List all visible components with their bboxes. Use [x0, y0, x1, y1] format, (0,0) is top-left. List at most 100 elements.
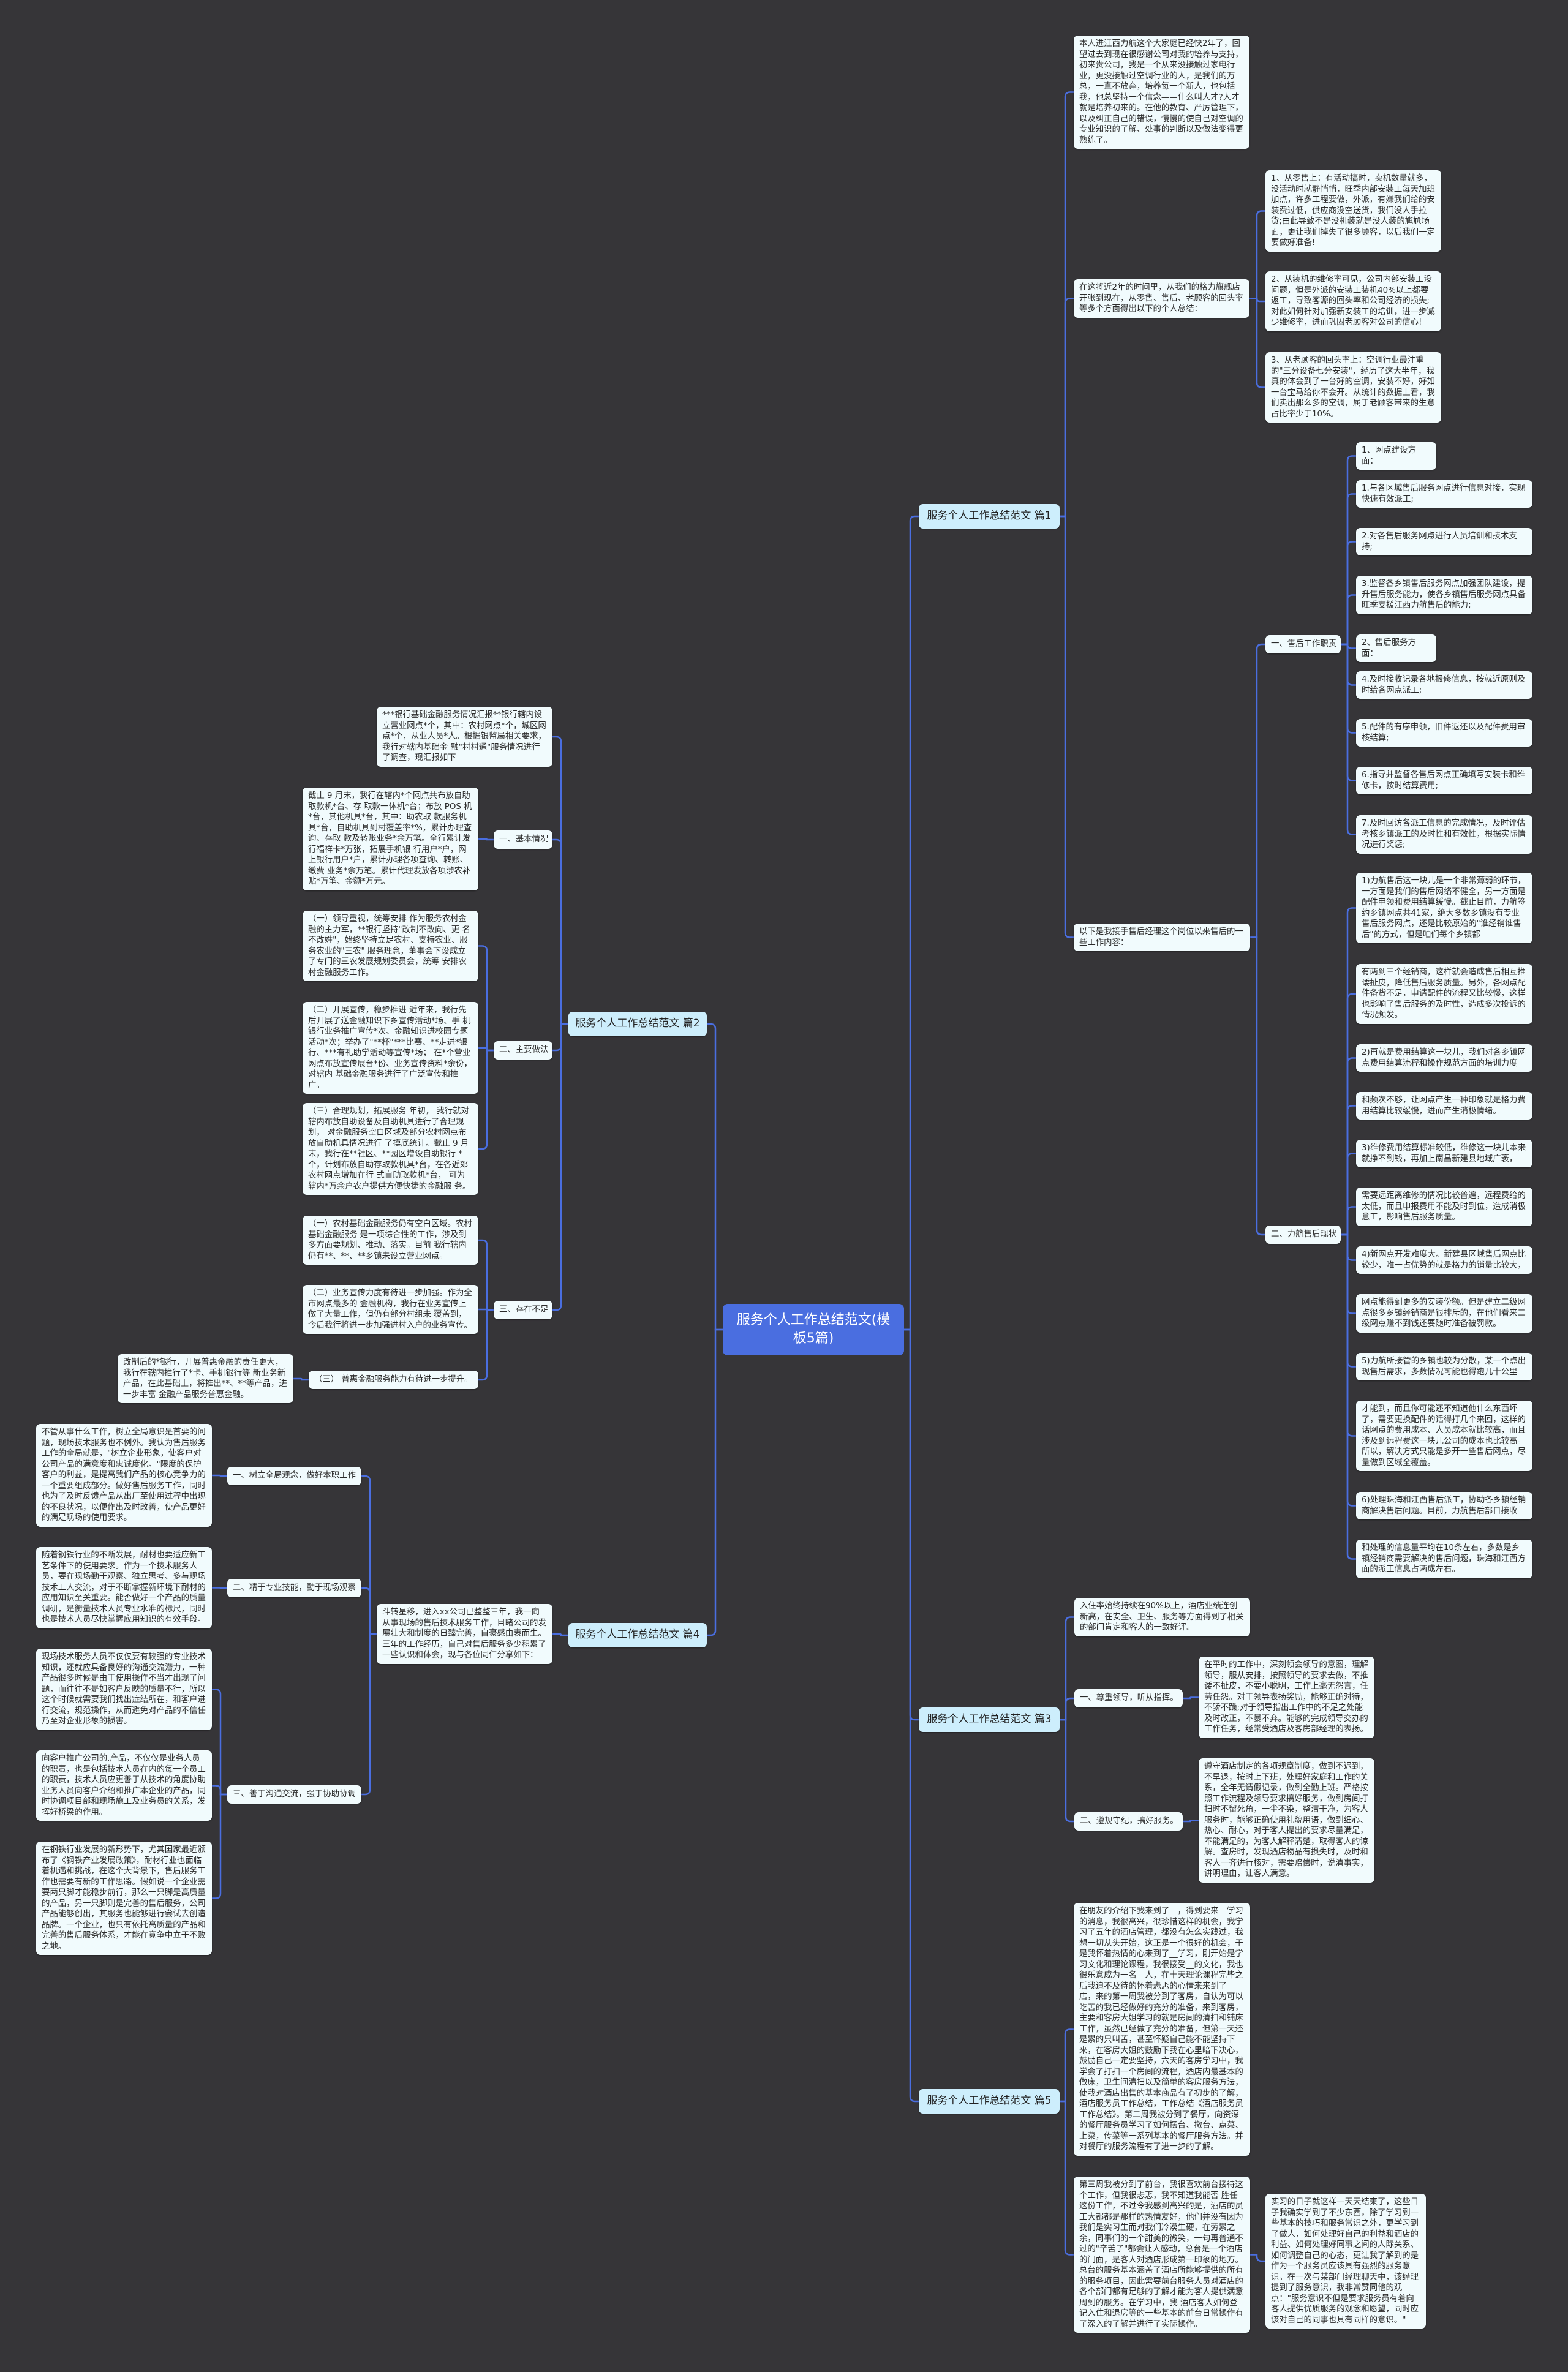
connector-line: [1060, 515, 1074, 938]
p2-basic-label[interactable]: 一、基本情况: [494, 830, 552, 849]
connector-line: [478, 945, 494, 1052]
p4-section3-label[interactable]: 三、善于沟通交流，强于协助协调: [227, 1785, 361, 1804]
connector-line: [212, 1689, 227, 1796]
p1-duty-item[interactable]: 6.指导并监督各售后网点正确填写安装卡和维修卡，按时结算费用;: [1356, 767, 1532, 794]
connector-line: [1060, 2028, 1074, 2103]
p3-section1-text[interactable]: 在平时的工作中，深刻领会领导的意图，理解领导，服从安排，按照领导的要求去做，不推…: [1199, 1657, 1374, 1738]
connector-line: [1060, 91, 1074, 518]
p2-shortage-item[interactable]: （二）业务宣传力度有待进一步加强。作为全市网点最多的 金融机构，我行在业务宣传上…: [303, 1285, 478, 1334]
p3-intro[interactable]: 入住率始终持续在90%以上，酒店业绩连创新高，在安全、卫生、服务等方面得到了相关…: [1074, 1598, 1250, 1636]
branch-p3[interactable]: 服务个人工作总结范文 篇3: [919, 1707, 1060, 1732]
p1-status-item[interactable]: 有两到三个经销商，这样就会造成售后相互推诿扯皮，降低售后服务质量。另外，各网点配…: [1356, 964, 1532, 1024]
p1-status-item[interactable]: 和处理的信息量平均在10条左右，多数是乡镇经销商需要解决的售后问题，珠海和江西方…: [1356, 1540, 1532, 1578]
p1-intro[interactable]: 本人进江西力航这个大家庭已经快2年了，回望过去到现在很感谢公司对我的培养与支持，…: [1074, 36, 1250, 149]
p2-practice-label[interactable]: 二、主要做法: [494, 1041, 552, 1060]
p3-section2-label[interactable]: 二、遵规守纪，搞好服务。: [1074, 1812, 1183, 1831]
p1-duty-item[interactable]: 1.与各区域售后服务网点进行信息对接，实现快速有效派工;: [1356, 480, 1532, 508]
connector-line: [212, 1785, 227, 1796]
p1-status-item[interactable]: 需要远距离维修的情况比较普遍，远程费给的太低，而且申报费用不能及时到位，造成消极…: [1356, 1188, 1532, 1226]
branch-p5[interactable]: 服务个人工作总结范文 篇5: [919, 2089, 1060, 2114]
p2-basic-text[interactable]: 截止 9 月末，我行在辖内*个网点共布放自助取款机*台、存 取款一体机*台；布放…: [303, 788, 478, 890]
connector-line: [1250, 2254, 1265, 2262]
connector-line: [478, 1309, 494, 1381]
p4-section1-label[interactable]: 一、树立全局观念，做好本职工作: [227, 1467, 361, 1485]
connector-line: [1341, 1233, 1356, 1261]
p1-summary-item[interactable]: 2、从装机的维修率可见，公司内部安装工没问题，但是外派的安装工装机40%以上都要…: [1265, 271, 1441, 331]
root-topic[interactable]: 服务个人工作总结范文(模板5篇): [723, 1304, 904, 1355]
p4-section3-item[interactable]: 现场技术服务人员不仅仅要有较强的专业技术知识，还就应具备良好的沟通交流潜力，一种…: [36, 1649, 212, 1730]
connector-line: [361, 1475, 377, 1635]
p1-status-item[interactable]: 3)维修费用结算标准较低，维修这一块儿本来就挣不到钱，再加上南昌新建县地域广袤，: [1356, 1140, 1532, 1167]
p4-intro[interactable]: 斗转星移，进入xx公司已整整三年，我一向从事现场的售后技术服务工作，目睹公司的发…: [377, 1604, 552, 1664]
p1-duty-item[interactable]: 7.及时回访各派工信息的完成情况，及时评估考核乡镇派工的及时性和有效性，根据实际…: [1356, 815, 1532, 854]
p1-duty-item[interactable]: 2.对各售后服务网点进行人员培训和技术支持;: [1356, 528, 1532, 555]
branch-p4[interactable]: 服务个人工作总结范文 篇4: [568, 1623, 707, 1647]
p1-status-item[interactable]: 和频次不够，让网点产生一种印象就是格力费用结算比较缓慢，进而产生消极情绪。: [1356, 1092, 1532, 1120]
p3-section1-label[interactable]: 一、尊重领导，听从指挥。: [1074, 1689, 1183, 1707]
connector-line: [1341, 643, 1356, 649]
p1-duty-item[interactable]: 5.配件的有序申领，旧件返还以及配件费用审核结算;: [1356, 719, 1532, 747]
connector-line: [478, 1239, 494, 1311]
connector-line: [552, 736, 568, 1025]
p1-status-item[interactable]: 才能到，而且你可能还不知道他什么东西坏了，需要更换配件的话得打几个来回，这样的话…: [1356, 1401, 1532, 1471]
p4-section3-item[interactable]: 向客户推广公司的.产品，不仅仅是业务人员的职责，也是包括技术人员在内的每一个员工…: [36, 1750, 212, 1821]
p1-status-item[interactable]: 4)新网点开发难度大。新建县区域售后网点比较少，唯一占优势的就是格力的销量比较大…: [1356, 1246, 1532, 1274]
connector-line: [361, 1587, 377, 1635]
p1-work-intro[interactable]: 以下是我接手售后经理这个岗位以来售后的一些工作内容：: [1074, 924, 1250, 951]
branch-p1[interactable]: 服务个人工作总结范文 篇1: [919, 504, 1060, 529]
p4-section2-text[interactable]: 随着钢铁行业的不断发展，耐材也要适应新工艺条件下的使用要求。作为一个技术服务人员…: [36, 1547, 212, 1628]
connector-line: [1060, 1697, 1074, 1721]
connector-line: [1341, 643, 1356, 734]
connector-line: [1341, 1233, 1356, 1314]
p2-practice-item[interactable]: （二）开展宣传，稳步推进 近年来，我行先后开展了送金融知识下乡宣传活动*场、手 …: [303, 1002, 478, 1094]
connector-line: [1060, 1616, 1074, 1721]
connector-line: [1341, 643, 1356, 781]
p1-summary-item[interactable]: 1、从零售上：有活动搞时，卖机数量就多，没活动时就静悄悄，旺季内部安装工每天加班…: [1265, 170, 1441, 252]
p1-status-item[interactable]: 2)再就是费用结算这一块儿，我们对各乡镇网点费用结算流程和操作规范方面的培训力度: [1356, 1044, 1532, 1072]
p1-duty-item[interactable]: 2、售后服务方面：: [1356, 634, 1436, 662]
connector-line: [1250, 643, 1265, 938]
connector-line: [1341, 1057, 1356, 1236]
p1-status-item[interactable]: 网点能得到更多的安装份额。但是建立二级网点很多乡镇经销商是很排斥的，在他们看来二…: [1356, 1294, 1532, 1333]
p1-status-label[interactable]: 二、力航售后现状: [1265, 1226, 1341, 1244]
p2-shortage-third-label[interactable]: （三） 普惠金融服务能力有待进一步提升。: [309, 1371, 478, 1389]
p5-item[interactable]: 在朋友的介绍下我来到了__，得到要来__学习的消息，我很高兴，很珍惜这样的机会，…: [1074, 1903, 1250, 2156]
connector-line: [1341, 594, 1356, 646]
p1-duty-item[interactable]: 4.及时接收记录各地报修信息，按就近原则及时给各网点派工;: [1356, 671, 1532, 699]
p1-duty-item[interactable]: 1、网点建设方面：: [1356, 442, 1436, 470]
p2-shortage-label[interactable]: 三、存在不足: [494, 1301, 552, 1319]
connector-line: [552, 838, 568, 1025]
p2-practice-item[interactable]: （一）领导重视，统筹安排 作为服务农村金融的主力军，**银行坚持"改制不改向、更…: [303, 911, 478, 981]
connector-line: [212, 1474, 227, 1477]
connector-line: [1250, 210, 1265, 299]
connector-line: [361, 1633, 377, 1796]
p1-summary[interactable]: 在这将近2年的时间里，从我们的格力旗舰店开张到现在，从零售、售后、老顾客的回头率…: [1074, 279, 1250, 318]
connector-line: [1341, 1233, 1356, 1507]
connector-line: [212, 1793, 227, 1899]
connector-line: [707, 1328, 723, 1636]
p1-status-item[interactable]: 5)力航所接管的乡镇也较为分散，某一个点出现售后需求，多数情况可能也得跑几十公里: [1356, 1353, 1532, 1380]
p2-shortage-item[interactable]: （一）农村基础金融服务仍有空白区域。农村基础金融服务 是一项综合性的工作，涉及到…: [303, 1216, 478, 1265]
connector-line: [478, 838, 494, 841]
connector-line: [1250, 298, 1265, 303]
connector-line: [1250, 298, 1265, 388]
connector-line: [212, 1587, 227, 1589]
connector-line: [478, 1049, 494, 1150]
branch-p2[interactable]: 服务个人工作总结范文 篇2: [568, 1012, 707, 1036]
p1-summary-item[interactable]: 3、从老顾客的回头率上：空调行业最注重的"三分设备七分安装"，经历了这大半年，我…: [1265, 352, 1441, 423]
p1-status-item[interactable]: 1)力航售后这一块儿是一个非常薄弱的环节，一方面是我们的售后网络不健全，另一方面…: [1356, 873, 1532, 943]
p4-section1-text[interactable]: 不管从事什么工作，树立全局意识是首要的问题，现场技术服务也不例外。我认为售后服务…: [36, 1424, 212, 1527]
p3-section2-text[interactable]: 遵守酒店制定的各项规章制度，做到不迟到，不早退，按时上下班，处理好家庭和工作的关…: [1199, 1758, 1374, 1883]
connector-line: [1341, 993, 1356, 1236]
p1-status-item[interactable]: 6)处理珠海和江西售后派工，协助各乡镇经销商解决售后问题。目前，力航售后部日接收: [1356, 1492, 1532, 1519]
p1-duties-label[interactable]: 一、售后工作职责: [1265, 635, 1341, 653]
p2-shortage-third-text[interactable]: 改制后的*银行，开展普惠金融的责任更大，我行在辖内推行了*卡、手机银行等 新业务…: [118, 1354, 293, 1403]
p4-section2-label[interactable]: 二、精于专业技能，勤于现场观察: [227, 1579, 361, 1597]
p5-item[interactable]: 第三周我被分到了前台，我很喜欢前台接待这个工作，但我很忐忑，我不知道我能否 胜任…: [1074, 2177, 1250, 2333]
p2-practice-item[interactable]: （三）合理规划，拓展服务 年初， 我行就对辖内布放自助设备及自助机具进行了合理规…: [303, 1103, 478, 1195]
p2-intro[interactable]: ***银行基础金融服务情况汇报**银行辖内设立营业网点*个，其中：农村网点*个，…: [377, 707, 552, 767]
p1-duty-item[interactable]: 3.监督各乡镇售后服务网点加强团队建设，提升售后服务能力，使各乡镇售后服务网点具…: [1356, 576, 1532, 614]
p4-section3-item[interactable]: 在钢铁行业发展的新形势下，尤其国家最近颁布了《钢铁产业发展政策》，耐材行业也面临…: [36, 1842, 212, 1955]
p5-item[interactable]: 实习的日子就这样一天天结束了，这些日子我确实学到了不少东西，除了学习到一些基本的…: [1265, 2194, 1426, 2329]
connector-line: [1060, 298, 1074, 518]
